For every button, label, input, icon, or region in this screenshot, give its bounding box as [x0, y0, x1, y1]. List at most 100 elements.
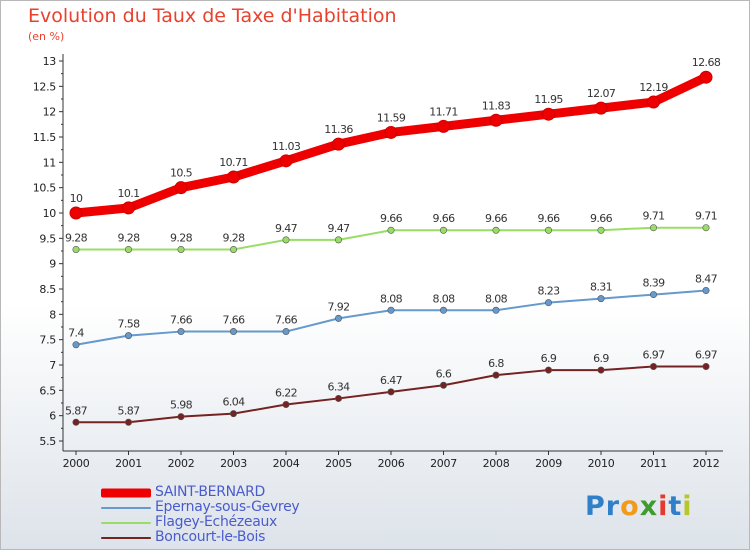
data-label: 9.47 [327, 222, 350, 235]
data-label: 9.47 [275, 222, 298, 235]
data-point [597, 226, 605, 234]
data-point [594, 101, 608, 115]
data-label: 9.71 [695, 210, 717, 223]
y-tick-label: 13 [43, 55, 57, 68]
data-point [125, 332, 133, 340]
data-label: 6.9 [593, 352, 609, 365]
data-label: 7.4 [68, 327, 84, 340]
data-point [699, 70, 713, 84]
data-point [542, 107, 555, 121]
x-tick-label: 2001 [115, 457, 142, 470]
legend-label: Epernay-sous-Gevrey [155, 499, 300, 515]
x-tick-label: 2004 [273, 457, 300, 470]
data-point [702, 287, 710, 295]
data-point [174, 181, 188, 195]
logo-letter: i [658, 491, 669, 522]
legend-swatch [101, 488, 151, 497]
x-tick-label: 2009 [535, 457, 562, 470]
data-point [544, 226, 552, 234]
data-point [387, 226, 395, 234]
data-point [282, 328, 290, 336]
data-label: 10.1 [117, 187, 139, 200]
data-label: 8.08 [485, 292, 508, 305]
x-tick-label: 2003 [220, 457, 247, 470]
data-point [230, 245, 238, 253]
y-tick-label: 12 [43, 106, 56, 119]
data-point [282, 236, 290, 244]
data-label: 11.71 [429, 105, 458, 118]
data-point [597, 295, 605, 303]
data-label: 9.28 [117, 231, 140, 244]
data-label: 7.66 [275, 314, 298, 327]
data-label: 8.08 [432, 292, 455, 305]
data-point [649, 291, 657, 299]
y-tick-label: 10 [43, 207, 57, 220]
data-point [439, 306, 447, 314]
data-label: 10.5 [170, 167, 193, 180]
x-tick-label: 2008 [483, 457, 510, 470]
legend-item: SAINT-BERNARD [101, 484, 361, 500]
data-point [230, 410, 238, 418]
data-label: 5.87 [117, 404, 140, 417]
x-tick-label: 2010 [588, 457, 615, 470]
data-label: 12.68 [692, 56, 721, 69]
legend-swatch [101, 506, 151, 509]
legend-item: Boncourt-le-Bois [101, 529, 361, 545]
data-label: 5.87 [65, 404, 88, 417]
data-point [125, 245, 133, 253]
chart-legend: SAINT-BERNARD Epernay-sous-Gevrey Flagey-E… [101, 484, 361, 545]
y-tick-label: 10.5 [33, 182, 57, 195]
logo-letter: P [585, 491, 606, 522]
data-point [282, 401, 290, 409]
data-label: 9.28 [65, 231, 88, 244]
y-tick-label: 6 [49, 410, 56, 423]
data-point [334, 314, 342, 322]
data-point [72, 418, 80, 426]
data-point [439, 226, 447, 234]
proxiti-logo: Proxiti [585, 491, 693, 522]
logo-letter: r [605, 491, 621, 522]
data-label: 8.39 [642, 277, 665, 290]
data-point [122, 201, 135, 215]
data-point [332, 137, 345, 151]
y-tick-label: 7.5 [39, 334, 56, 347]
data-label: 6.6 [436, 367, 452, 380]
data-label: 9.66 [380, 212, 403, 225]
data-point [649, 224, 657, 232]
data-point [702, 224, 710, 232]
data-point [649, 363, 657, 371]
logo-letter: t [668, 491, 683, 522]
data-label: 11.59 [377, 111, 406, 124]
data-point [702, 363, 710, 371]
x-tick-label: 2007 [430, 457, 457, 470]
data-point [597, 366, 605, 374]
data-label: 6.8 [488, 357, 504, 370]
data-label: 10.71 [219, 156, 248, 169]
data-label: 7.92 [327, 300, 349, 313]
data-label: 9.66 [485, 212, 508, 225]
data-point [387, 388, 395, 396]
data-label: 9.66 [537, 212, 560, 225]
data-label: 8.31 [590, 281, 612, 294]
data-label: 11.95 [534, 93, 563, 106]
data-label: 6.9 [541, 352, 557, 365]
data-label: 6.22 [275, 387, 297, 400]
x-tick-label: 2000 [63, 457, 90, 470]
data-label: 8.08 [380, 292, 403, 305]
y-tick-label: 5.5 [39, 435, 56, 448]
data-point [69, 206, 83, 220]
x-tick-label: 2002 [168, 457, 195, 470]
data-point [72, 245, 80, 253]
data-label: 11.83 [482, 99, 511, 112]
data-point [387, 306, 395, 314]
data-point [177, 245, 185, 253]
x-tick-label: 2011 [640, 457, 667, 470]
data-point [492, 226, 500, 234]
chart-subtitle: (en %) [28, 30, 65, 43]
data-point [177, 328, 185, 336]
data-point [492, 371, 500, 379]
legend-item: Epernay-sous-Gevrey [101, 499, 361, 515]
legend-label: SAINT-BERNARD [155, 484, 265, 500]
